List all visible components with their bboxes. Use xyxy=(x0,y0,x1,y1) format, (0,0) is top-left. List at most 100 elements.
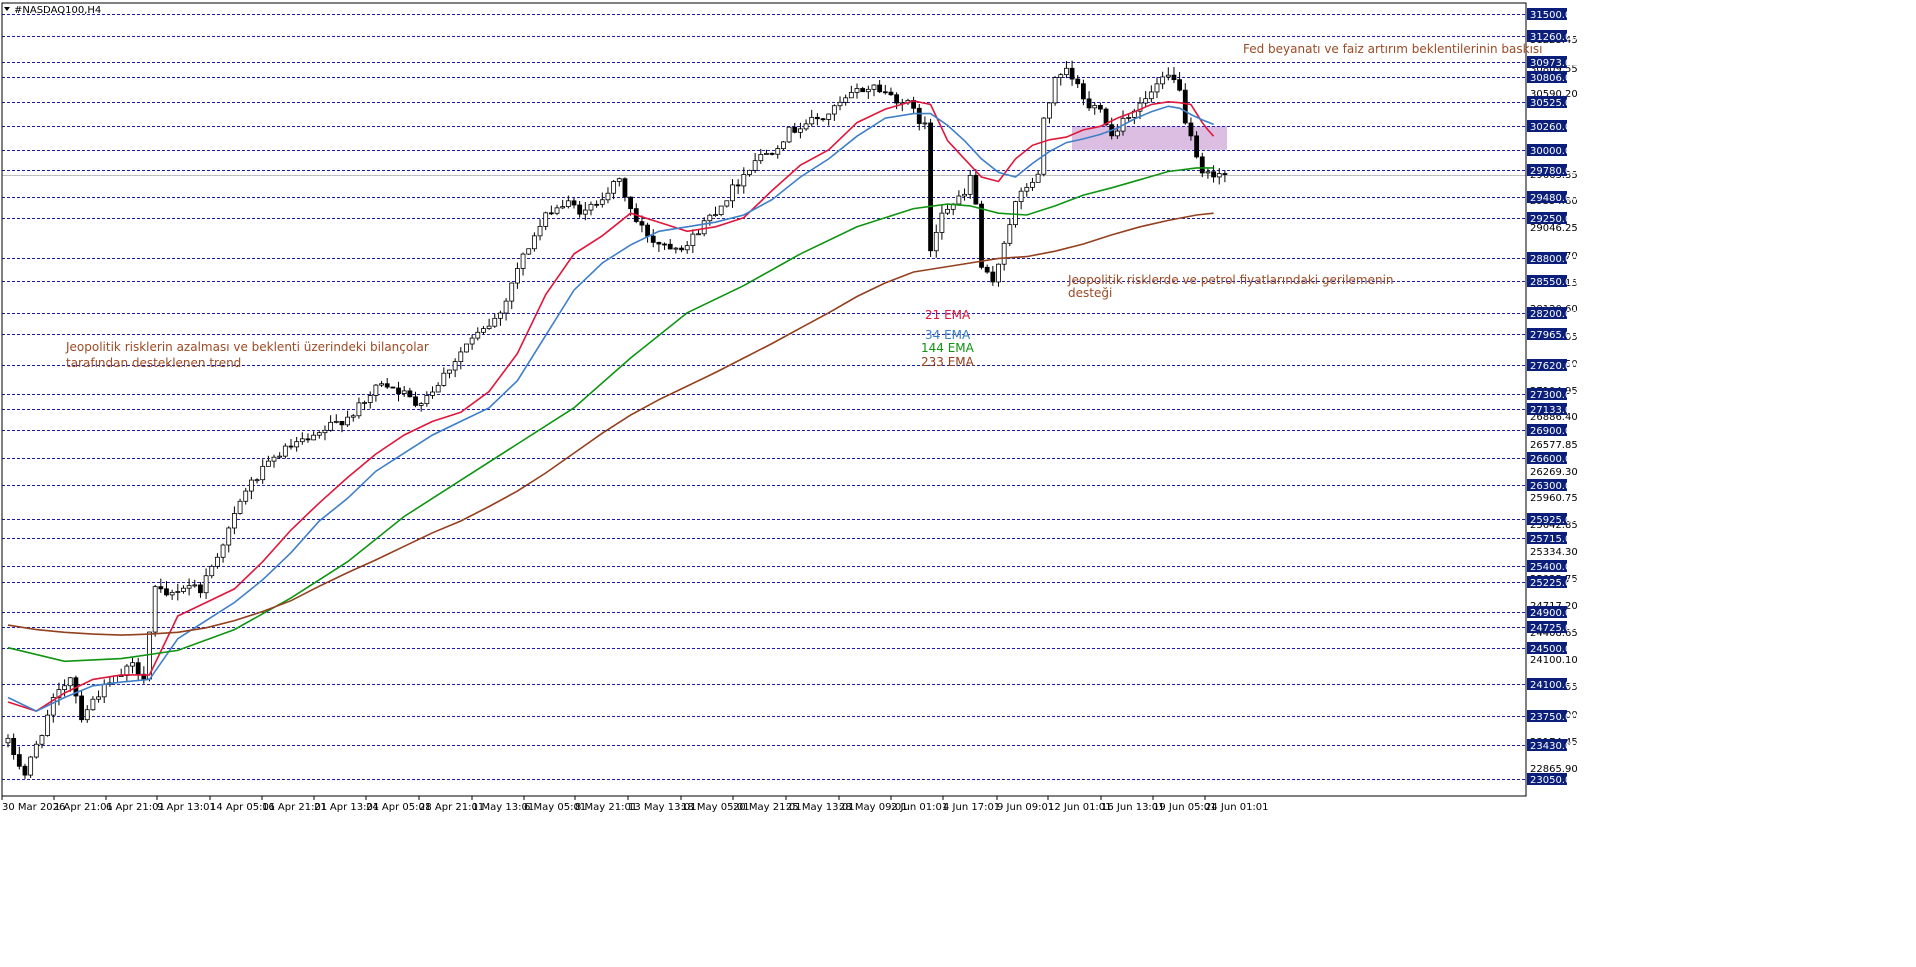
candle-body xyxy=(781,141,786,150)
candle-body xyxy=(260,465,266,481)
candle-body xyxy=(288,445,294,448)
candle-body xyxy=(1035,173,1041,183)
candle-body xyxy=(22,765,28,776)
candle-body xyxy=(11,737,17,755)
candle-body xyxy=(826,113,832,120)
level-tag[interactable] xyxy=(1527,8,1567,20)
level-tag-label: 31500.00 xyxy=(1530,10,1578,21)
candle-body xyxy=(1143,98,1149,104)
candle-body xyxy=(203,575,209,594)
level-tag[interactable] xyxy=(1527,191,1567,203)
y-axis-label: 29046.25 xyxy=(1530,223,1578,234)
candle-body xyxy=(282,445,288,457)
level-tag-label: 24100.00 xyxy=(1530,680,1578,691)
candle-body xyxy=(175,591,181,593)
level-tag[interactable] xyxy=(1527,388,1567,400)
candle-body xyxy=(571,200,577,206)
candle-body xyxy=(1148,91,1154,100)
candle-body xyxy=(984,266,990,273)
candle-body xyxy=(758,154,764,162)
candle-body xyxy=(1041,117,1047,175)
level-tag[interactable] xyxy=(1527,532,1567,544)
candle-body xyxy=(101,683,107,698)
candle-body xyxy=(407,390,413,398)
level-tag[interactable] xyxy=(1527,96,1567,108)
candle-body xyxy=(39,735,45,745)
candle-body xyxy=(809,116,815,125)
level-tag[interactable] xyxy=(1527,606,1567,618)
ema-line-34-ema xyxy=(7,105,1214,712)
candle-body xyxy=(379,383,384,386)
candle-body xyxy=(888,91,894,96)
candle-body xyxy=(452,361,458,371)
candle-body xyxy=(311,434,317,441)
level-tag[interactable] xyxy=(1527,56,1567,68)
level-tag[interactable] xyxy=(1527,479,1567,491)
level-tag[interactable] xyxy=(1527,359,1567,371)
candle-body xyxy=(843,97,849,103)
candle-body xyxy=(498,312,503,319)
x-axis-label: 16 Jun 13:01 xyxy=(1101,802,1165,813)
level-tag[interactable] xyxy=(1527,30,1567,42)
level-tag-label: 23050.00 xyxy=(1530,775,1578,786)
candle-body xyxy=(979,203,984,268)
x-axis-label: 12 Jun 01:01 xyxy=(1048,802,1112,813)
level-tag[interactable] xyxy=(1527,252,1567,264)
candle-body xyxy=(475,331,481,339)
candle-body xyxy=(588,203,594,211)
candle-body xyxy=(531,235,537,250)
candle-body xyxy=(548,212,554,215)
level-tag[interactable] xyxy=(1527,212,1567,224)
level-tag[interactable] xyxy=(1527,71,1567,83)
level-tag[interactable] xyxy=(1527,773,1567,785)
x-axis-label: 6 May 05:01 xyxy=(524,802,586,813)
candle-body xyxy=(237,500,243,514)
level-tag[interactable] xyxy=(1527,576,1567,588)
level-tag[interactable] xyxy=(1527,642,1567,654)
level-tag-label: 30260.00 xyxy=(1530,122,1578,133)
level-tag-label: 24500.00 xyxy=(1530,644,1578,655)
candle-body xyxy=(554,207,560,214)
candle-body xyxy=(565,200,571,207)
dropdown-triangle-icon[interactable] xyxy=(4,7,10,11)
level-tag[interactable] xyxy=(1527,424,1567,436)
level-tag[interactable] xyxy=(1527,403,1567,415)
level-tag[interactable] xyxy=(1527,452,1567,464)
candle-body xyxy=(1165,74,1171,78)
x-axis-label: 6 Apr 21:01 xyxy=(106,802,165,813)
level-tag[interactable] xyxy=(1527,120,1567,132)
level-tag[interactable] xyxy=(1527,710,1567,722)
candle-body xyxy=(684,245,690,251)
level-tag[interactable] xyxy=(1527,739,1567,751)
candle-body xyxy=(16,754,22,767)
level-tag[interactable] xyxy=(1527,144,1567,156)
candle-body xyxy=(169,591,175,596)
level-tag[interactable] xyxy=(1527,560,1567,572)
candle-body xyxy=(594,203,600,206)
candle-body xyxy=(67,677,73,687)
candle-body xyxy=(231,513,237,529)
candle-body xyxy=(186,585,192,589)
level-tag[interactable] xyxy=(1527,621,1567,633)
candle-body xyxy=(294,441,300,448)
candle-body xyxy=(413,396,418,406)
level-tag[interactable] xyxy=(1527,275,1567,287)
level-tag[interactable] xyxy=(1527,513,1567,525)
level-tag[interactable] xyxy=(1527,307,1567,319)
level-tag[interactable] xyxy=(1527,328,1567,340)
x-axis-label: 28 May 09:01 xyxy=(839,802,908,813)
level-tag[interactable] xyxy=(1527,678,1567,690)
candle-body xyxy=(396,387,401,394)
candle-body xyxy=(628,196,633,210)
candle-body xyxy=(764,153,769,155)
candle-body xyxy=(503,300,509,314)
candle-body xyxy=(537,225,543,237)
x-axis-label: 14 Apr 05:01 xyxy=(210,802,275,813)
level-tag-label: 28800.00 xyxy=(1530,254,1578,265)
level-tag[interactable] xyxy=(1527,164,1567,176)
candle-body xyxy=(271,456,277,462)
level-tag-label: 26900.00 xyxy=(1530,426,1578,437)
candle-body xyxy=(243,490,249,502)
